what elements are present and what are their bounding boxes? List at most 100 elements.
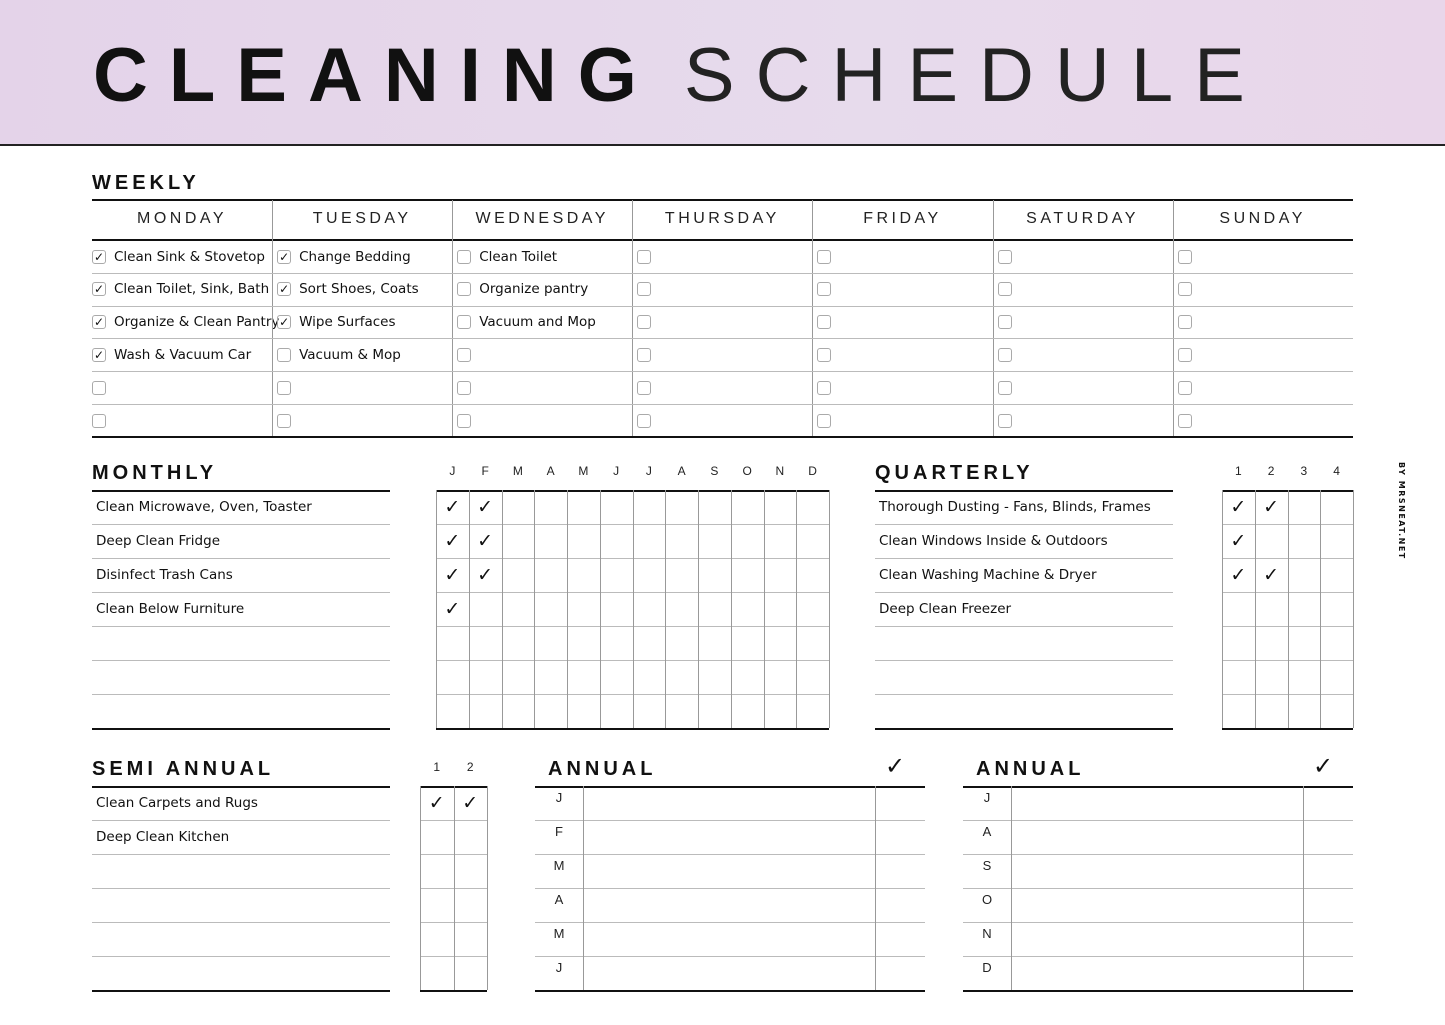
- checkbox[interactable]: [997, 282, 1012, 297]
- annual-entry[interactable]: [1011, 888, 1303, 922]
- task-item[interactable]: Clean Toilet: [457, 240, 631, 273]
- annual-entry[interactable]: [583, 786, 875, 820]
- task-item[interactable]: [92, 371, 266, 404]
- task-item[interactable]: Vacuum & Mop: [277, 338, 451, 371]
- check-mark[interactable]: ✓: [444, 598, 461, 620]
- checkbox[interactable]: [277, 380, 292, 395]
- task-item[interactable]: ✓ Clean Sink & Stovetop: [92, 240, 266, 273]
- check-mark[interactable]: ✓: [444, 530, 461, 552]
- task-item[interactable]: [457, 404, 631, 437]
- task-item[interactable]: [817, 240, 991, 273]
- checkbox[interactable]: [637, 347, 652, 362]
- annual-entry[interactable]: [1011, 820, 1303, 854]
- checkbox[interactable]: [1177, 282, 1192, 297]
- checkbox[interactable]: [997, 347, 1012, 362]
- checkbox[interactable]: [457, 315, 472, 330]
- check-mark[interactable]: ✓: [462, 792, 479, 814]
- checkbox[interactable]: [1177, 380, 1192, 395]
- checkbox[interactable]: [997, 380, 1012, 395]
- checked-checkbox[interactable]: ✓: [277, 249, 292, 264]
- task-item[interactable]: [817, 404, 991, 437]
- checkbox[interactable]: [997, 413, 1012, 428]
- checked-checkbox[interactable]: ✓: [277, 282, 292, 297]
- checkbox[interactable]: [1177, 413, 1192, 428]
- checkbox[interactable]: [1177, 249, 1192, 264]
- checkbox[interactable]: [457, 413, 472, 428]
- task-item[interactable]: [997, 273, 1172, 306]
- task-item[interactable]: [277, 371, 451, 404]
- checkbox[interactable]: [457, 249, 472, 264]
- task-item[interactable]: [92, 404, 266, 437]
- checkbox[interactable]: [277, 347, 292, 362]
- task-item[interactable]: [1177, 240, 1352, 273]
- check-mark[interactable]: ✓: [477, 564, 494, 586]
- checkbox[interactable]: [457, 282, 472, 297]
- task-item[interactable]: [1177, 306, 1352, 339]
- task-item[interactable]: [997, 371, 1172, 404]
- task-item[interactable]: [817, 306, 991, 339]
- checkbox[interactable]: [637, 413, 652, 428]
- annual-entry[interactable]: [1011, 922, 1303, 956]
- task-item[interactable]: [637, 273, 811, 306]
- checkbox[interactable]: [817, 413, 832, 428]
- task-item[interactable]: ✓ Clean Toilet, Sink, Bath: [92, 273, 269, 306]
- annual-entry[interactable]: [583, 888, 875, 922]
- annual-entry[interactable]: [1011, 854, 1303, 888]
- task-item[interactable]: [1177, 273, 1352, 306]
- task-item[interactable]: Organize pantry: [457, 273, 631, 306]
- task-item[interactable]: [637, 338, 811, 371]
- check-mark[interactable]: ✓: [477, 496, 494, 518]
- checked-checkbox[interactable]: ✓: [92, 282, 106, 297]
- checkbox[interactable]: [817, 249, 832, 264]
- checked-checkbox[interactable]: ✓: [92, 347, 106, 362]
- checkbox[interactable]: [817, 315, 832, 330]
- checkbox[interactable]: [817, 347, 832, 362]
- task-item[interactable]: [997, 404, 1172, 437]
- task-item[interactable]: [817, 338, 991, 371]
- check-mark[interactable]: ✓: [1230, 530, 1247, 552]
- checked-checkbox[interactable]: ✓: [92, 249, 106, 264]
- task-item[interactable]: [457, 371, 631, 404]
- check-mark[interactable]: ✓: [477, 530, 494, 552]
- task-item[interactable]: [997, 240, 1172, 273]
- task-item[interactable]: [1177, 338, 1352, 371]
- task-item[interactable]: ✓ Sort Shoes, Coats: [277, 273, 451, 306]
- checkbox[interactable]: [817, 380, 832, 395]
- task-item[interactable]: ✓ Wash & Vacuum Car: [92, 338, 266, 371]
- checked-checkbox[interactable]: ✓: [277, 315, 292, 330]
- task-item[interactable]: ✓ Wipe Surfaces: [277, 306, 451, 339]
- task-item[interactable]: [277, 404, 451, 437]
- annual-entry[interactable]: [583, 956, 875, 990]
- checkbox[interactable]: [277, 413, 292, 428]
- task-item[interactable]: [1177, 404, 1352, 437]
- task-item[interactable]: Vacuum and Mop: [457, 306, 631, 339]
- check-mark[interactable]: ✓: [444, 496, 461, 518]
- checkbox[interactable]: [817, 282, 832, 297]
- checkbox[interactable]: [637, 380, 652, 395]
- checkbox[interactable]: [457, 380, 472, 395]
- check-mark[interactable]: ✓: [1263, 496, 1280, 518]
- checkbox[interactable]: [997, 315, 1012, 330]
- task-item[interactable]: [817, 273, 991, 306]
- task-item[interactable]: [1177, 371, 1352, 404]
- checkbox[interactable]: [457, 347, 472, 362]
- task-item[interactable]: [637, 404, 811, 437]
- task-item[interactable]: [637, 240, 811, 273]
- task-item[interactable]: [637, 306, 811, 339]
- checked-checkbox[interactable]: ✓: [92, 315, 106, 330]
- annual-entry[interactable]: [583, 854, 875, 888]
- check-mark[interactable]: ✓: [444, 564, 461, 586]
- annual-entry[interactable]: [1011, 786, 1303, 820]
- task-item[interactable]: [817, 371, 991, 404]
- task-item[interactable]: ✓ Change Bedding: [277, 240, 451, 273]
- task-item[interactable]: ✓ Organize & Clean Pantry: [92, 306, 279, 339]
- checkbox[interactable]: [637, 315, 652, 330]
- checkbox[interactable]: [997, 249, 1012, 264]
- check-mark[interactable]: ✓: [428, 792, 445, 814]
- task-item[interactable]: [457, 338, 631, 371]
- checkbox[interactable]: [637, 249, 652, 264]
- check-mark[interactable]: ✓: [1263, 564, 1280, 586]
- task-item[interactable]: [637, 371, 811, 404]
- annual-entry[interactable]: [583, 820, 875, 854]
- check-mark[interactable]: ✓: [1230, 564, 1247, 586]
